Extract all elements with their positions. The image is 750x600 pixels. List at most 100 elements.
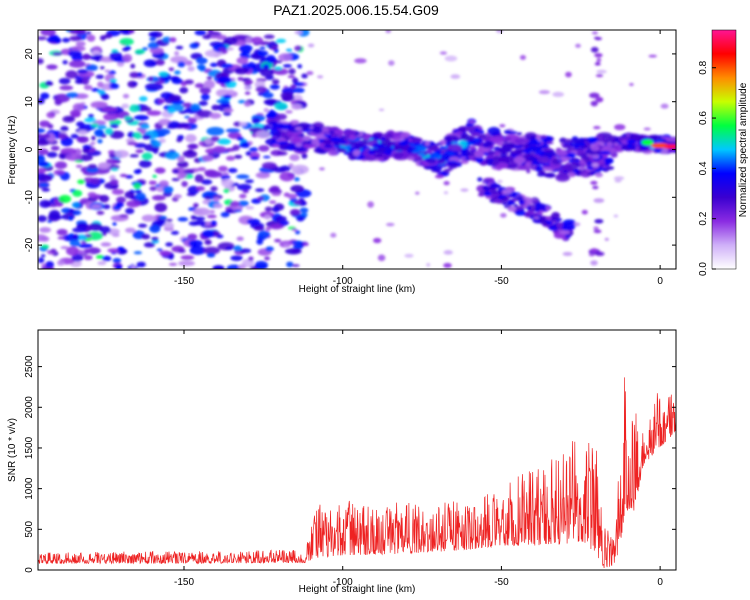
spectrogram-cell (265, 246, 274, 252)
spectrogram-cell (173, 194, 182, 199)
spectrogram-cell (595, 96, 604, 103)
spectrogram-cell (491, 160, 500, 166)
spectrogram-cell (39, 227, 52, 233)
spectrogram-cell (567, 152, 576, 158)
spectrogram-cell (251, 117, 261, 125)
spectrogram-cell (60, 125, 69, 132)
spectrogram-cell (274, 215, 287, 222)
spectrogram-cell (156, 248, 163, 252)
spectrogram-cell (138, 159, 152, 168)
spectrogram-cell (90, 204, 102, 209)
spectrogram-cell (271, 122, 279, 130)
spectrogram-cell (247, 62, 256, 70)
spectrogram-cell (176, 138, 183, 143)
spectrogram-cell (91, 135, 96, 141)
spectrogram-cell (285, 110, 293, 114)
spectrogram-cell (77, 179, 85, 185)
spectrogram-cell (255, 85, 267, 93)
spectrogram-cell (277, 123, 293, 130)
spectrogram-cell (489, 183, 500, 188)
spectrogram-cell (590, 46, 599, 53)
spectrogram-cell (48, 209, 61, 220)
spectrogram-cell (175, 45, 184, 50)
spectrogram-cell (271, 192, 281, 197)
spectrogram-cell (255, 172, 271, 179)
spectrogram-cell (238, 264, 247, 269)
colorbar-label: Normalized spectral amplitude (738, 82, 749, 217)
spectrogram-cell (259, 211, 275, 219)
spectrogram-cell (220, 211, 230, 218)
spectrogram-cell (432, 164, 443, 172)
spectrogram-cell (125, 138, 136, 143)
spectrogram-cell (116, 196, 127, 204)
spectrogram-cell (85, 64, 98, 72)
spectrogram-cell (291, 103, 303, 110)
spectrogram-cell (72, 189, 83, 197)
spectrogram-cell (103, 113, 119, 122)
spectrogram-cell (274, 66, 283, 71)
spectrogram-cell (474, 151, 485, 158)
spectrogram-cell (130, 265, 136, 269)
spectrogram-cell (230, 255, 243, 261)
spectrogram-cell (142, 47, 149, 51)
spectrogram-cell (287, 133, 293, 138)
spectrogram-cell (158, 216, 167, 220)
spectrogram-cell (193, 202, 199, 208)
spectrogram-cell (594, 37, 602, 41)
spectrogram-cell (527, 204, 536, 212)
spectrogram-cell (171, 177, 180, 182)
spectrogram-cell (119, 38, 134, 46)
x-tick-label: 0 (657, 577, 663, 588)
spectrogram-cell (269, 200, 277, 204)
spectrogram-cell (168, 94, 182, 102)
spectrogram-cell (93, 54, 102, 61)
spectrogram-cell (384, 138, 391, 144)
snr-series-line (38, 377, 676, 569)
spectrogram-cell (84, 248, 91, 254)
spectrogram-cell (540, 134, 547, 139)
spectrogram-cell (568, 164, 578, 169)
spectrogram-cell (273, 132, 282, 136)
spectrogram-cell (76, 222, 88, 229)
spectrogram-cell (465, 123, 474, 127)
spectrogram-cell (38, 58, 44, 65)
spectrogram-cell (354, 143, 364, 150)
spectrogram-cell (62, 60, 68, 65)
spectrogram-cell (213, 203, 223, 209)
spectrogram-cell (38, 148, 49, 156)
spectrogram-cell (196, 110, 213, 118)
spectrogram-cell (489, 136, 505, 143)
spectrogram-cell (97, 138, 103, 144)
spectrogram-cell (290, 84, 297, 89)
spectrogram-cell (276, 151, 288, 156)
spectrogram-cell (203, 246, 221, 255)
spectrogram-cell (67, 50, 82, 58)
spectrogram-cell (217, 76, 232, 84)
spectrogram-cell (109, 78, 117, 83)
spectrogram-cell (259, 46, 266, 50)
spectrogram-cell (38, 98, 45, 105)
spectrogram-cell (593, 198, 605, 203)
spectrogram-cell (291, 228, 298, 231)
spectrogram-cell (264, 214, 271, 220)
spectrogram-cell (78, 243, 93, 249)
spectrogram-cell (115, 201, 124, 208)
spectrogram-cell (244, 179, 254, 184)
spectrogram-cell (102, 204, 111, 210)
spectrogram-cell (426, 262, 431, 267)
spectrogram-cell (194, 216, 206, 221)
spectrogram-cell (220, 174, 231, 180)
spectrogram-cell (199, 87, 211, 94)
spectrogram-cell (162, 186, 174, 194)
spectrogram-cell (265, 226, 271, 231)
spectrogram-cell (552, 91, 565, 97)
spectrogram-cell (537, 156, 551, 164)
spectrogram-cell (613, 142, 619, 146)
spectrogram-cell (148, 180, 157, 186)
spectrogram-cell (468, 155, 476, 159)
spectrogram-cell (60, 147, 77, 155)
spectrogram-cell (344, 129, 357, 136)
spectrogram-cell (65, 153, 83, 161)
spectrogram-cell (399, 131, 411, 138)
spectrogram-cell (294, 30, 303, 35)
